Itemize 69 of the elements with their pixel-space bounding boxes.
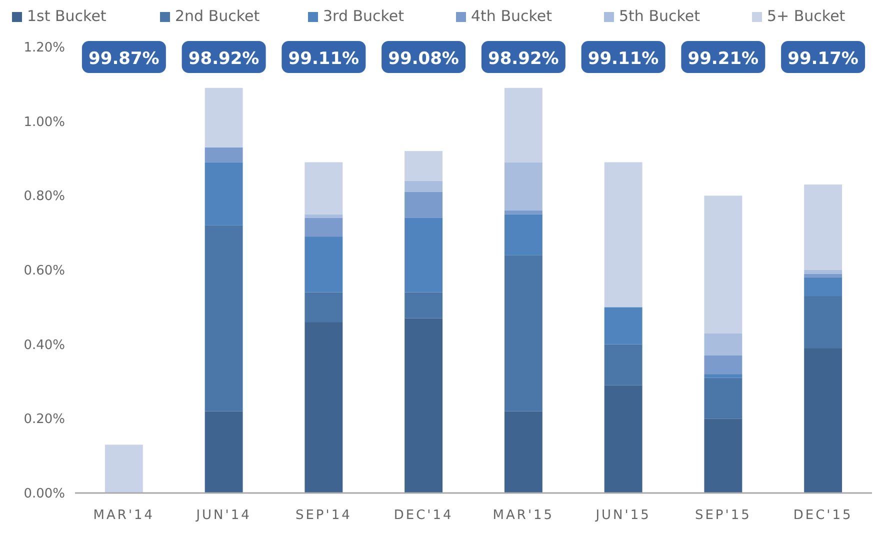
bar xyxy=(204,411,243,493)
bar xyxy=(504,214,542,256)
x-tick-label: DEC'15 xyxy=(793,508,853,523)
legend-label: 5+ Bucket xyxy=(767,7,846,25)
legend-label: 4th Bucket xyxy=(471,7,552,25)
x-tick-label: MAR'15 xyxy=(492,508,554,523)
bar xyxy=(404,318,443,493)
y-tick-label: 1.00% xyxy=(24,114,65,130)
bar xyxy=(804,270,842,274)
y-tick-label: 0.60% xyxy=(24,264,65,279)
annotation: 99.08% xyxy=(388,48,459,69)
bar xyxy=(304,162,343,214)
bar xyxy=(804,274,842,278)
annotation: 98.92% xyxy=(188,48,260,69)
x-tick-label: MAR'14 xyxy=(93,508,155,523)
bar xyxy=(504,411,542,493)
x-tick-label: SEP'14 xyxy=(295,508,352,523)
bar xyxy=(404,292,443,318)
bar xyxy=(304,218,343,237)
y-tick-label: 0.00% xyxy=(24,486,65,502)
bar xyxy=(704,196,742,334)
y-tick-label: 0.40% xyxy=(24,338,65,353)
x-tick-label: DEC'14 xyxy=(394,508,454,523)
annotation: 99.11% xyxy=(288,48,360,69)
bar xyxy=(404,180,443,192)
bar xyxy=(604,344,642,386)
legend-label: 5th Bucket xyxy=(619,7,700,25)
legend-label: 1st Bucket xyxy=(27,7,106,25)
bar xyxy=(704,355,742,374)
x-tick-label: SEP'15 xyxy=(694,508,752,523)
y-tick-label: 1.20% xyxy=(24,40,65,56)
bar xyxy=(404,151,443,181)
annotation: 99.87% xyxy=(88,48,160,69)
legend-label: 3rd Bucket xyxy=(323,7,404,25)
bar xyxy=(804,296,842,348)
bar xyxy=(604,385,642,493)
y-tick-label: 0.80% xyxy=(24,189,65,204)
legend-label: 2nd Bucket xyxy=(175,7,260,25)
bar xyxy=(204,88,243,148)
annotation: 99.17% xyxy=(788,48,858,69)
bar xyxy=(704,418,742,493)
bar xyxy=(204,162,243,226)
bar xyxy=(804,277,842,296)
bar xyxy=(204,147,243,162)
bar xyxy=(704,378,742,419)
bar xyxy=(604,307,642,344)
bar xyxy=(804,184,842,270)
bar xyxy=(104,444,143,493)
bar xyxy=(504,88,542,162)
annotation: 99.11% xyxy=(588,48,659,69)
bar xyxy=(704,333,742,356)
bar xyxy=(504,210,542,214)
bar xyxy=(504,255,542,412)
x-tick-label: JUN'15 xyxy=(594,508,651,523)
bar xyxy=(304,214,343,218)
bar xyxy=(704,374,742,378)
bar xyxy=(304,292,343,322)
bar xyxy=(404,192,443,218)
annotation: 99.21% xyxy=(688,48,759,69)
bar xyxy=(504,162,542,211)
bar xyxy=(204,225,243,412)
bar xyxy=(604,162,642,308)
bar xyxy=(404,218,443,292)
annotation: 98.92% xyxy=(488,48,559,69)
x-tick-label: JUN'14 xyxy=(195,508,252,523)
y-tick-label: 0.20% xyxy=(24,412,65,428)
bar xyxy=(304,322,343,493)
bar xyxy=(804,348,842,493)
bar xyxy=(304,236,343,292)
